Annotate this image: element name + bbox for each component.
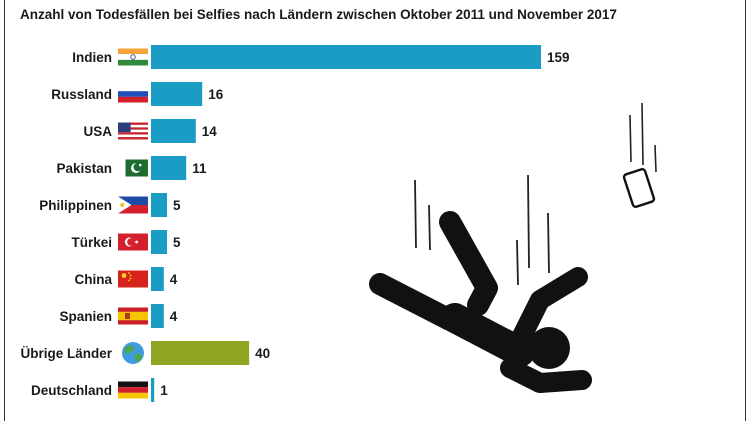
bar-pakistan (151, 156, 187, 180)
category-label: Spanien (59, 309, 112, 324)
value-label: 159 (547, 50, 570, 65)
flag-pakistan-icon (118, 159, 148, 177)
category-label: USA (83, 124, 112, 139)
flag-turkey-icon (118, 233, 148, 251)
globe-icon (122, 342, 144, 364)
value-label: 4 (170, 309, 178, 324)
value-label: 4 (170, 272, 178, 287)
category-label: Indien (72, 50, 112, 65)
value-label: 1 (160, 383, 168, 398)
category-label: Türkei (71, 235, 112, 250)
bar-china (151, 267, 164, 291)
bar-usa (151, 119, 196, 143)
flag-spain-icon (118, 307, 148, 325)
category-label: Pakistan (56, 161, 112, 176)
flag-china-icon (118, 270, 148, 288)
category-label: China (74, 272, 112, 287)
bar-philippinen (151, 193, 167, 217)
flag-india-icon (118, 48, 148, 66)
value-label: 5 (173, 235, 181, 250)
bar-indien (151, 45, 541, 69)
value-label: 14 (202, 124, 218, 139)
value-label: 40 (255, 346, 270, 361)
category-label: Übrige Länder (20, 346, 112, 361)
value-label: 11 (192, 161, 207, 176)
flag-usa-icon (118, 122, 148, 140)
flag-germany-icon (118, 381, 148, 399)
chart-title: Anzahl von Todesfällen bei Selfies nach … (20, 7, 617, 22)
category-label: Russland (51, 87, 112, 102)
bar-spanien (151, 304, 164, 328)
bar-türkei (151, 230, 167, 254)
chart-frame (4, 0, 746, 421)
flag-russia-icon (118, 85, 148, 103)
value-label: 16 (208, 87, 224, 102)
bar-russland (151, 82, 203, 106)
falling-person-icon (369, 174, 592, 393)
category-label: Philippinen (39, 198, 112, 213)
flag-philippines-icon (118, 196, 148, 214)
category-label: Deutschland (31, 383, 112, 398)
falling-phone-icon (622, 102, 657, 208)
bar-deutschland (151, 378, 155, 402)
value-label: 5 (173, 198, 181, 213)
bar-übrige-länder (151, 341, 250, 365)
